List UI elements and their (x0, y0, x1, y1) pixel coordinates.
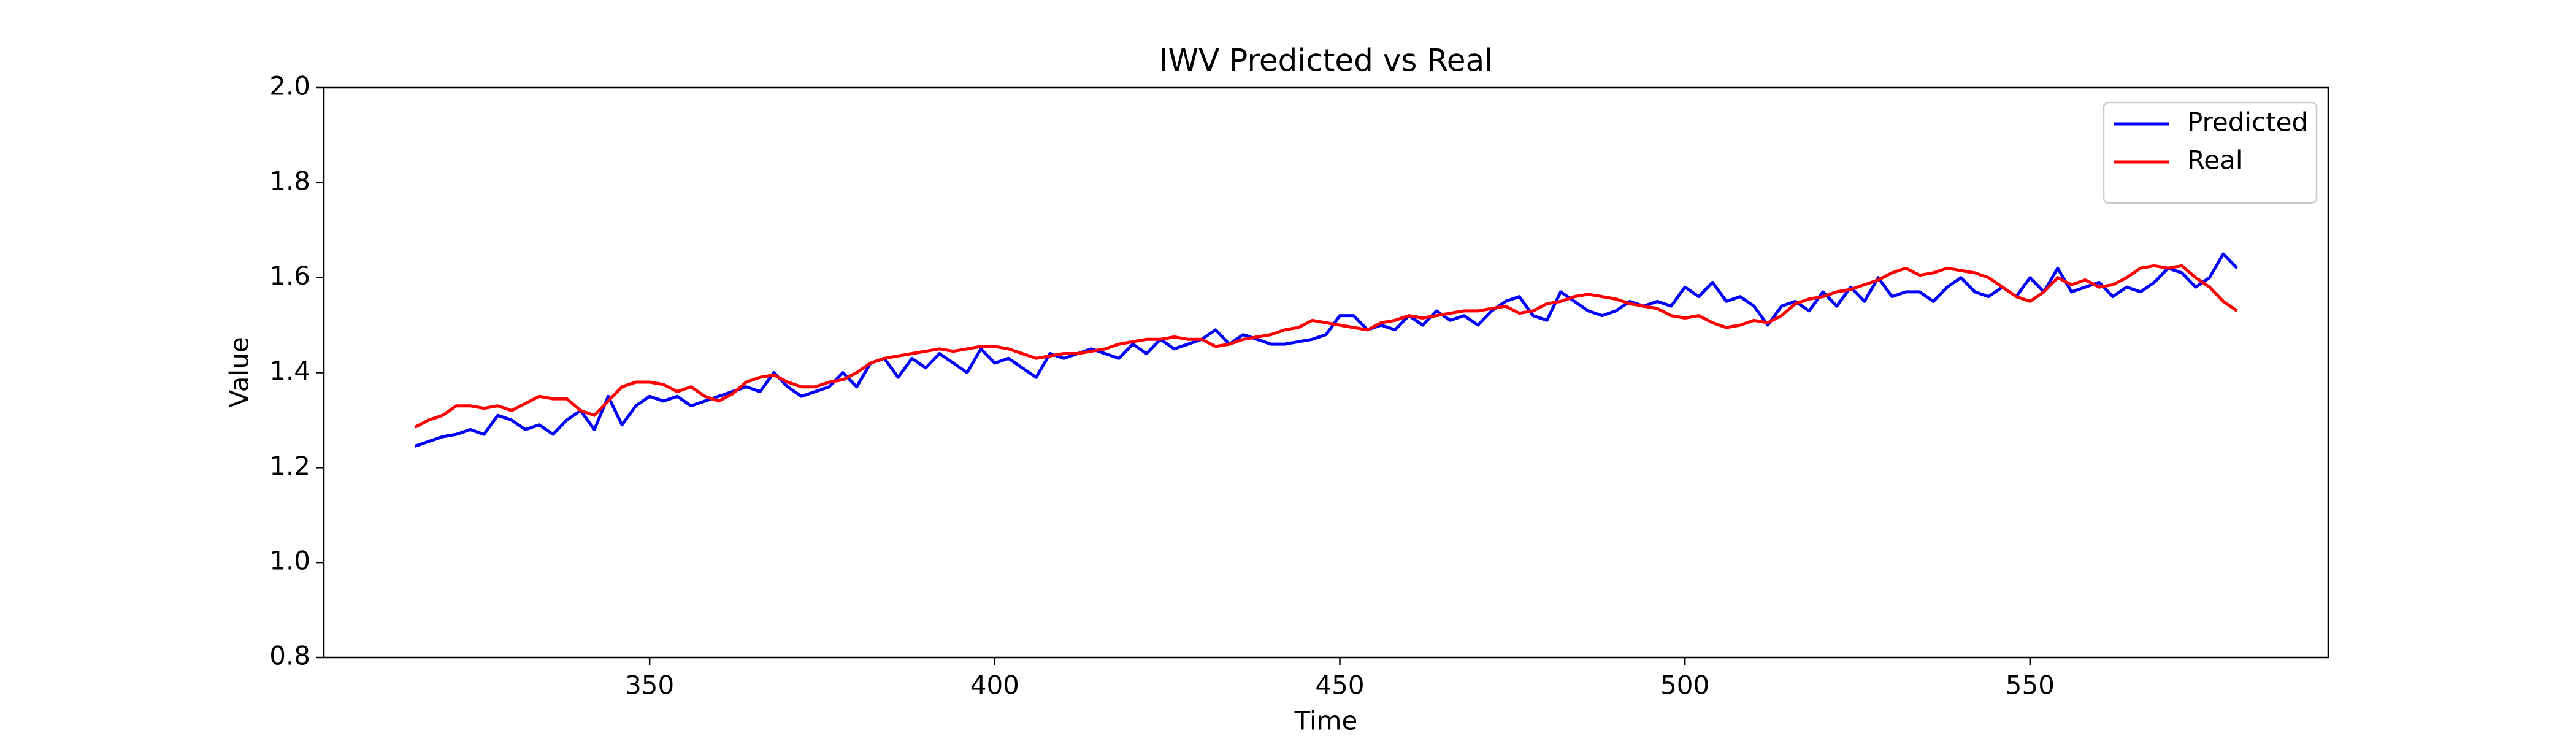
y-tick-label: 0.8 (269, 641, 310, 671)
line-series (414, 252, 2239, 448)
legend-label: Real (2187, 145, 2243, 175)
y-tick-label: 1.8 (269, 166, 310, 196)
y-tick-label: 1.6 (269, 261, 310, 291)
x-tick-label: 400 (970, 670, 1019, 700)
y-tick-label: 1.0 (269, 546, 310, 576)
y-axis-label: Value (224, 337, 255, 407)
legend-box (2103, 101, 2318, 204)
line-series (414, 264, 2238, 429)
x-tick-label: 450 (1315, 670, 1364, 700)
plot-frame (323, 86, 2329, 659)
y-tick-label: 2.0 (269, 71, 310, 101)
x-tick-label: 500 (1660, 670, 1709, 700)
x-tick-label: 550 (2006, 670, 2055, 700)
chart-title: IWV Predicted vs Real (1159, 43, 1493, 79)
x-tick-label: 350 (625, 670, 674, 700)
y-tick-label: 1.2 (269, 451, 310, 481)
legend-label: Predicted (2187, 107, 2308, 137)
x-axis-label: Time (1294, 706, 1358, 736)
y-tick-label: 1.4 (269, 356, 310, 386)
